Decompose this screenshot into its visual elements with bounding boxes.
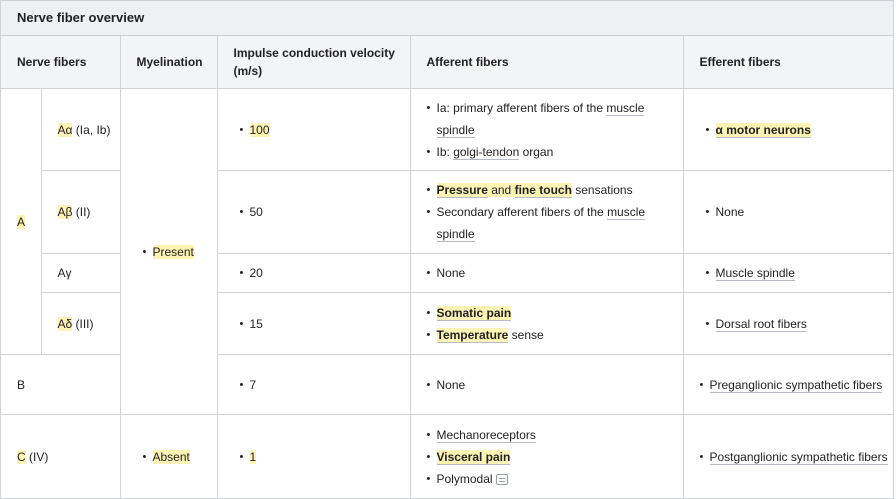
velocity-a-delta: 15: [217, 292, 411, 355]
efferent-a-gamma: Muscle spindle: [683, 253, 893, 293]
myelination-absent-label[interactable]: Absent: [152, 449, 190, 464]
link-visceral-pain[interactable]: Visceral pain: [436, 449, 511, 465]
efferent-c: Postganglionic sympathetic fibers: [683, 414, 893, 499]
afferent-a-alpha: Ia: primary afferent fibers of the muscl…: [410, 88, 684, 171]
header-efferent: Efferent fibers: [683, 36, 893, 89]
table-row-a-alpha: A Aα (Ia, Ib) Present 100 Ia: primary af…: [1, 88, 893, 415]
group-a: A: [1, 88, 42, 355]
efferent-a-alpha: α motor neurons: [683, 88, 893, 171]
efferent-a-delta: Dorsal root fibers: [683, 292, 893, 355]
link-dorsal-root-fibers[interactable]: Dorsal root fibers: [715, 316, 807, 332]
velocity-b: 7: [217, 354, 411, 415]
link-muscle-spindle-2[interactable]: muscle spindle: [436, 205, 646, 242]
subtype-a-delta: Aδ (III): [41, 292, 121, 355]
link-temperature[interactable]: Temperature: [436, 327, 509, 343]
subtype-a-alpha: Aα (Ia, Ib): [41, 88, 121, 171]
efferent-a-beta: None: [683, 170, 893, 254]
subtype-a-beta: Aβ (II): [41, 170, 121, 254]
afferent-a-delta: Somatic pain Temperature sense: [410, 292, 684, 355]
note-icon[interactable]: [495, 473, 508, 485]
velocity-a-gamma: 20: [217, 253, 411, 293]
link-muscle-spindle[interactable]: muscle spindle: [436, 100, 645, 138]
table-title: Nerve fiber overview: [1, 1, 893, 36]
afferent-c: Mechanoreceptors Visceral pain Polymodal: [410, 414, 684, 499]
myelination-absent: Absent: [120, 414, 218, 499]
link-postganglionic-sympathetic[interactable]: Postganglionic sympathetic fibers: [709, 449, 888, 465]
table-row-a-delta: Aδ (III) 15 Somatic pain Temperature sen…: [1, 292, 893, 355]
header-myelination: Myelination: [120, 36, 218, 89]
header-row: Nerve fibers Myelination Impulse conduct…: [1, 36, 893, 89]
table-row-b: B 7 None Preganglionic sympathetic fiber…: [1, 354, 893, 415]
myelination-present-label[interactable]: Present: [152, 244, 194, 259]
efferent-b: Preganglionic sympathetic fibers: [683, 354, 893, 415]
afferent-a-beta: Pressure and fine touch sensations Secon…: [410, 170, 684, 254]
subtype-a-gamma: Aγ: [41, 253, 121, 293]
link-mechanoreceptors[interactable]: Mechanoreceptors: [436, 427, 536, 443]
header-nerve-fibers: Nerve fibers: [1, 36, 121, 89]
header-afferent: Afferent fibers: [410, 36, 684, 89]
group-b: B: [1, 354, 121, 415]
velocity-c: 1: [217, 414, 411, 499]
afferent-b: None: [410, 354, 684, 415]
myelination-present: Present: [120, 88, 218, 415]
link-muscle-spindle-efferent[interactable]: Muscle spindle: [715, 266, 795, 281]
link-preganglionic-sympathetic[interactable]: Preganglionic sympathetic fibers: [709, 377, 883, 393]
table-row-c: C (IV) Absent 1 Mechanoreceptors Viscera…: [1, 414, 893, 499]
link-golgi-tendon[interactable]: golgi-tendon: [453, 144, 520, 160]
table-row-a-beta: Aβ (II) 50 Pressure and fine touch sensa…: [1, 170, 893, 254]
table-row-a-gamma: Aγ 20 None Muscle spindle: [1, 253, 893, 293]
velocity-a-beta: 50: [217, 170, 411, 254]
header-velocity: Impulse conduction velocity (m/s): [217, 36, 411, 89]
link-pressure[interactable]: Pressure: [436, 183, 488, 198]
group-c: C (IV): [1, 414, 121, 499]
nerve-fiber-table: Nerve fibers Myelination Impulse conduct…: [1, 36, 893, 499]
link-alpha-motor-neurons[interactable]: α motor neurons: [715, 122, 811, 138]
afferent-a-gamma: None: [410, 253, 684, 293]
link-fine-touch[interactable]: fine touch: [514, 183, 572, 198]
velocity-a-alpha: 100: [217, 88, 411, 171]
link-somatic-pain[interactable]: Somatic pain: [436, 305, 512, 321]
